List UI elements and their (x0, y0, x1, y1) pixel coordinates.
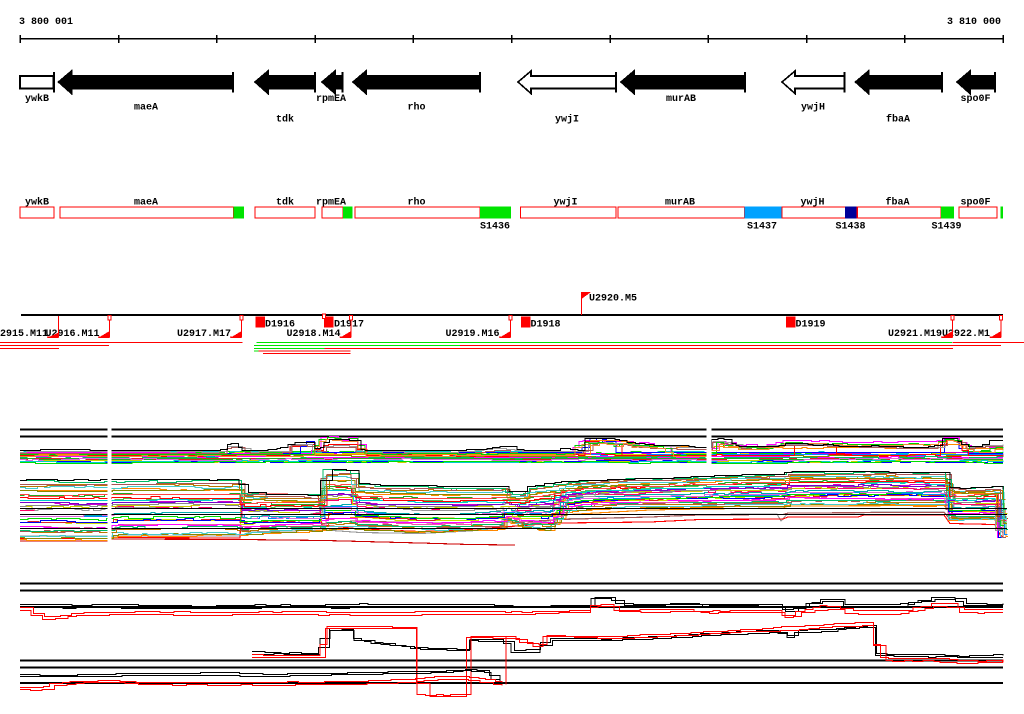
svg-text:D1916: D1916 (265, 320, 295, 331)
svg-text:spo0F: spo0F (960, 198, 990, 209)
svg-text:U2916.M11: U2916.M11 (46, 329, 100, 340)
svg-text:3 810 000: 3 810 000 (947, 17, 1001, 28)
svg-text:murAB: murAB (665, 198, 695, 209)
svg-text:U2918.M14: U2918.M14 (287, 329, 341, 340)
svg-text:D1919: D1919 (796, 320, 826, 331)
svg-text:3 800 001: 3 800 001 (19, 17, 73, 28)
svg-text:maeA: maeA (134, 198, 158, 209)
svg-text:U2920.M5: U2920.M5 (589, 294, 637, 305)
svg-text:U2919.M16: U2919.M16 (446, 329, 500, 340)
svg-text:rpmEA: rpmEA (316, 94, 346, 105)
svg-text:spo0F: spo0F (960, 94, 990, 105)
svg-text:U2917.M17: U2917.M17 (177, 329, 231, 340)
svg-text:ywjI: ywjI (555, 114, 579, 126)
svg-text:ywkB: ywkB (25, 93, 49, 105)
svg-text:fbaA: fbaA (885, 197, 909, 209)
svg-text:ywjH: ywjH (801, 102, 825, 114)
svg-text:S1437: S1437 (747, 222, 777, 233)
svg-text:ywjH: ywjH (800, 197, 824, 209)
svg-text:D1917: D1917 (334, 320, 364, 331)
svg-text:ywjI: ywjI (553, 197, 577, 209)
svg-text:tdk: tdk (276, 197, 294, 209)
svg-text:U2921.M19: U2921.M19 (888, 329, 942, 340)
svg-text:rpmEA: rpmEA (316, 198, 346, 209)
svg-text:fbaA: fbaA (886, 114, 910, 126)
svg-text:rho: rho (407, 197, 425, 209)
svg-text:S1439: S1439 (931, 222, 961, 233)
svg-text:murAB: murAB (666, 94, 696, 105)
svg-text:rho: rho (407, 102, 425, 114)
svg-text:S1438: S1438 (835, 222, 865, 233)
svg-text:U2922.M1: U2922.M1 (942, 329, 990, 340)
svg-text:U2915.M11: U2915.M11 (0, 329, 48, 340)
svg-text:D1918: D1918 (531, 320, 561, 331)
svg-text:tdk: tdk (276, 114, 294, 126)
svg-text:ywkB: ywkB (25, 197, 49, 209)
svg-text:S1436: S1436 (480, 222, 510, 233)
svg-text:maeA: maeA (134, 103, 158, 114)
